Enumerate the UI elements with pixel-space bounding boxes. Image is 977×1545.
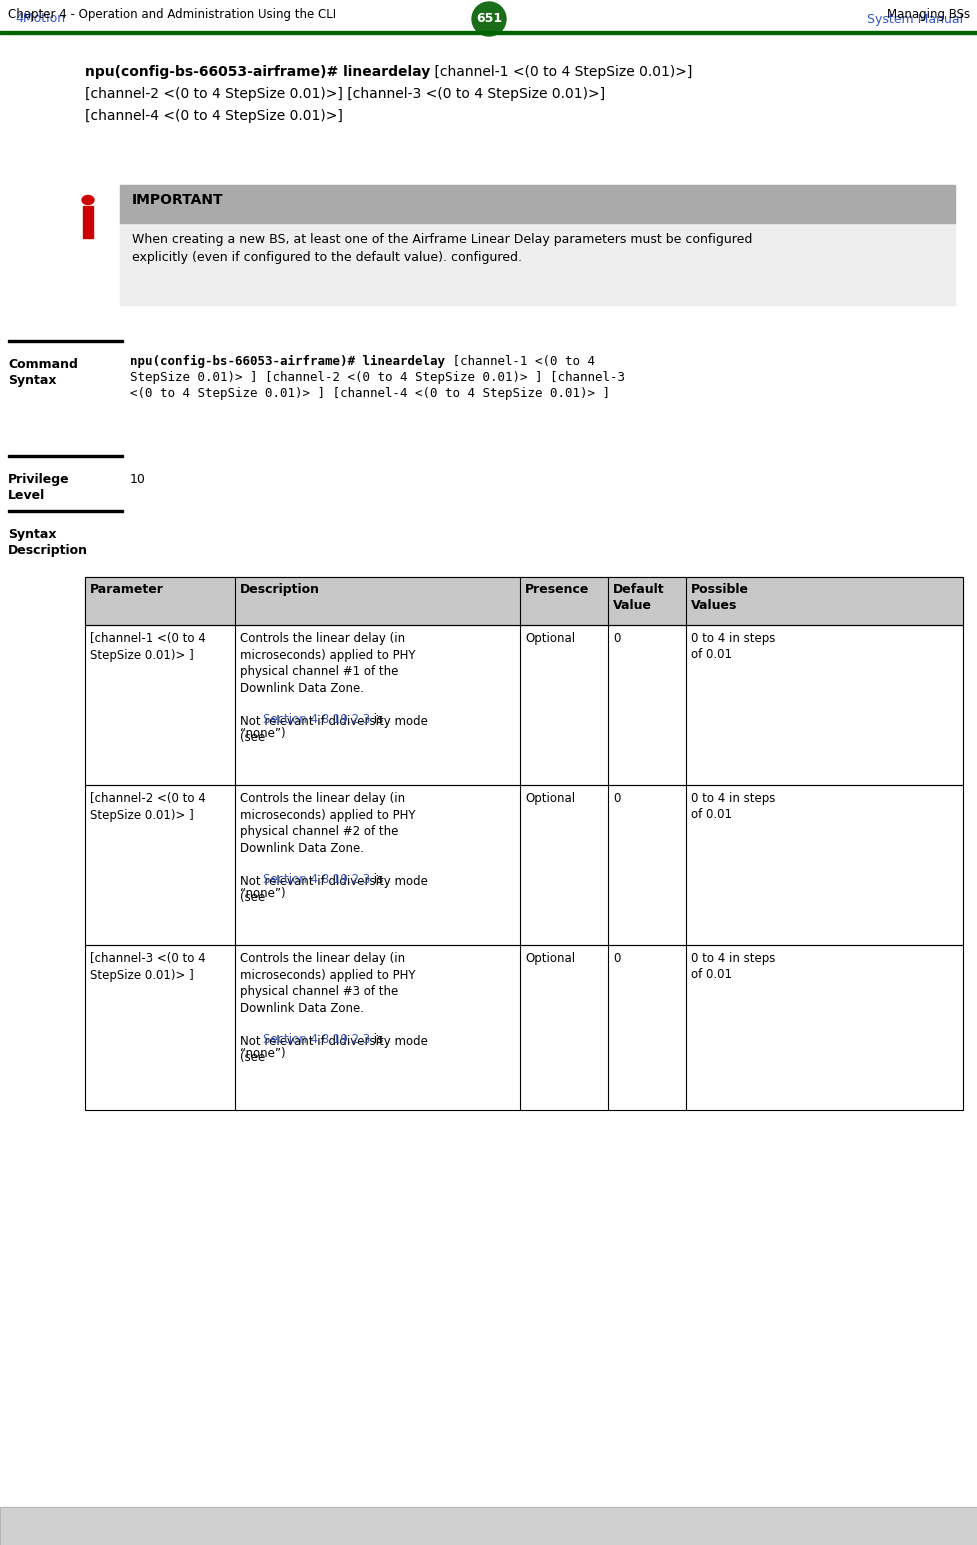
Text: Presence: Presence [525, 582, 589, 596]
Text: 651: 651 [476, 12, 501, 26]
Text: Optional: Optional [525, 952, 574, 966]
Bar [85, 626, 962, 785]
Text: [channel-1 <(0 to 4
StepSize 0.01)> ]: [channel-1 <(0 to 4 StepSize 0.01)> ] [90, 632, 205, 661]
Text: Description: Description [8, 544, 88, 558]
Bar [0, 31, 977, 34]
Text: Description: Description [239, 582, 319, 596]
Text: 0: 0 [613, 793, 619, 805]
Text: Section 4.8.19.2.3: Section 4.8.19.2.3 [263, 1034, 370, 1046]
Text: Section 4.8.19.2.3: Section 4.8.19.2.3 [263, 712, 370, 726]
Text: Syntax: Syntax [8, 528, 57, 541]
Text: “none”): “none”) [239, 1046, 285, 1060]
Text: System Manual: System Manual [866, 12, 962, 26]
Text: Controls the linear delay (in
microseconds) applied to PHY
physical channel #1 o: Controls the linear delay (in microsecon… [239, 632, 428, 745]
Text: [channel-4 <(0 to 4 StepSize 0.01)>]: [channel-4 <(0 to 4 StepSize 0.01)>] [85, 110, 343, 124]
Text: Parameter: Parameter [90, 582, 164, 596]
Bar [8, 340, 123, 341]
Text: is: is [370, 712, 383, 726]
Text: explicitly (even if configured to the default value). configured.: explicitly (even if configured to the de… [132, 250, 522, 264]
Text: 0 to 4 in steps
of 0.01: 0 to 4 in steps of 0.01 [691, 793, 775, 822]
Text: Chapter 4 - Operation and Administration Using the CLI: Chapter 4 - Operation and Administration… [8, 8, 336, 22]
Text: npu(config-bs-66053-airframe)# lineardelay: npu(config-bs-66053-airframe)# lineardel… [85, 65, 430, 79]
Text: Optional: Optional [525, 793, 574, 805]
Text: Managing BSs: Managing BSs [886, 8, 969, 22]
Text: is: is [370, 873, 383, 885]
Text: 0 to 4 in steps
of 0.01: 0 to 4 in steps of 0.01 [691, 632, 775, 661]
Text: Possible
Values: Possible Values [691, 582, 748, 612]
Text: Controls the linear delay (in
microseconds) applied to PHY
physical channel #2 o: Controls the linear delay (in microsecon… [239, 793, 428, 904]
Bar [0, 1506, 977, 1545]
Text: Controls the linear delay (in
microseconds) applied to PHY
physical channel #3 o: Controls the linear delay (in microsecon… [239, 952, 428, 1065]
Ellipse shape [82, 196, 94, 204]
Bar [85, 626, 962, 785]
Text: [channel-3 <(0 to 4
StepSize 0.01)> ]: [channel-3 <(0 to 4 StepSize 0.01)> ] [90, 952, 205, 981]
Text: <(0 to 4 StepSize 0.01)> ] [channel-4 <(0 to 4 StepSize 0.01)> ]: <(0 to 4 StepSize 0.01)> ] [channel-4 <(… [130, 386, 610, 400]
Text: IMPORTANT: IMPORTANT [132, 193, 224, 207]
Text: is: is [370, 1034, 383, 1046]
Bar [85, 946, 962, 1109]
Text: Default
Value: Default Value [613, 582, 664, 612]
Bar [8, 454, 123, 457]
Text: When creating a new BS, at least one of the Airframe Linear Delay parameters mus: When creating a new BS, at least one of … [132, 233, 751, 246]
Text: 0: 0 [613, 632, 619, 644]
Text: Section 4.8.19.2.3: Section 4.8.19.2.3 [263, 873, 370, 885]
Bar [85, 576, 962, 626]
Text: [channel-2 <(0 to 4
StepSize 0.01)> ]: [channel-2 <(0 to 4 StepSize 0.01)> ] [90, 793, 205, 822]
Bar [85, 576, 962, 626]
Text: Command: Command [8, 358, 78, 371]
Text: npu(config-bs-66053-airframe)# lineardelay: npu(config-bs-66053-airframe)# lineardel… [130, 355, 445, 368]
Text: [channel-1 <(0 to 4: [channel-1 <(0 to 4 [445, 355, 594, 368]
Text: [channel-2 <(0 to 4 StepSize 0.01)>] [channel-3 <(0 to 4 StepSize 0.01)>]: [channel-2 <(0 to 4 StepSize 0.01)>] [ch… [85, 87, 605, 100]
Text: 4Motion: 4Motion [15, 12, 65, 26]
Text: “none”): “none”) [239, 726, 285, 740]
Text: Syntax: Syntax [8, 374, 57, 386]
Text: Privilege: Privilege [8, 473, 69, 487]
Bar [83, 205, 93, 238]
Text: 0 to 4 in steps
of 0.01: 0 to 4 in steps of 0.01 [691, 952, 775, 981]
Text: 10: 10 [130, 473, 146, 487]
Text: [channel-1 <(0 to 4 StepSize 0.01)>]: [channel-1 <(0 to 4 StepSize 0.01)>] [430, 65, 692, 79]
Bar [85, 946, 962, 1109]
Text: Optional: Optional [525, 632, 574, 644]
Bar [120, 185, 954, 304]
Bar [85, 785, 962, 946]
Bar [8, 510, 123, 511]
Circle shape [472, 2, 505, 36]
Text: “none”): “none”) [239, 887, 285, 899]
Bar [85, 785, 962, 946]
Text: Level: Level [8, 490, 45, 502]
Text: StepSize 0.01)> ] [channel-2 <(0 to 4 StepSize 0.01)> ] [channel-3: StepSize 0.01)> ] [channel-2 <(0 to 4 St… [130, 371, 624, 385]
Text: 0: 0 [613, 952, 619, 966]
Bar [120, 185, 954, 222]
Bar [0, 1506, 977, 1545]
